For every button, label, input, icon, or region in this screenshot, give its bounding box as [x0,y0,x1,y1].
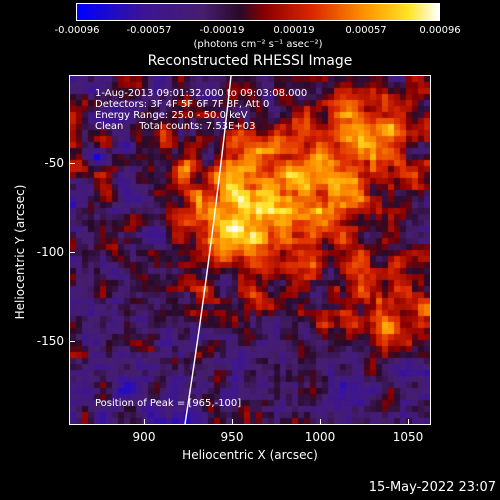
info-energy: Energy Range: 25.0 - 50.0 keV [95,110,248,121]
solar-limb-line [184,76,232,424]
colorbar-tick: 0.00096 [419,25,461,36]
x-tick-label: 1000 [304,430,336,444]
y-tick-mark [69,163,75,164]
info-time: 1-Aug-2013 09:01:32.000 to 09:03:08.000 [95,88,308,99]
y-axis-label: Heliocentric Y (arcsec) [13,184,27,320]
plot-title: Reconstructed RHESSI Image [147,53,353,69]
x-axis-label: Heliocentric X (arcsec) [182,448,318,462]
timestamp: 15-May-2022 23:07 [368,480,496,495]
y-tick-mark [69,252,75,253]
x-tick-label: 950 [220,430,244,444]
colorbar-tick: -0.00057 [126,25,172,36]
x-tick-mark [144,419,145,425]
y-tick-label: -50 [44,156,64,170]
x-tick-label: 900 [132,430,156,444]
info-detectors: Detectors: 3F 4F 5F 6F 7F 8F, Att 0 [95,99,270,110]
info-clean: Clean Total counts: 7.53E+03 [95,121,256,132]
x-tick-mark [232,419,233,425]
y-tick-label: -100 [36,245,64,259]
colorbar [76,3,440,21]
colorbar-tick: -0.00096 [54,25,100,36]
info-peak: Position of Peak = [965,-100] [95,398,242,409]
y-tick-mark [69,341,75,342]
solar-limb [184,76,232,424]
x-tick-mark [320,419,321,425]
rhessi-image [70,76,430,424]
image-frame: 1-Aug-2013 09:01:32.000 to 09:03:08.000 … [69,75,431,425]
colorbar-tick: 0.00019 [273,25,315,36]
colorbar-tick: 0.00057 [345,25,387,36]
colorbar-gradient [77,4,439,20]
y-tick-label: -150 [36,334,64,348]
x-tick-label: 1050 [392,430,424,444]
colorbar-tick: -0.00019 [199,25,245,36]
x-tick-mark [408,419,409,425]
colorbar-units: (photons cm⁻² s⁻¹ asec⁻²) [193,39,323,50]
